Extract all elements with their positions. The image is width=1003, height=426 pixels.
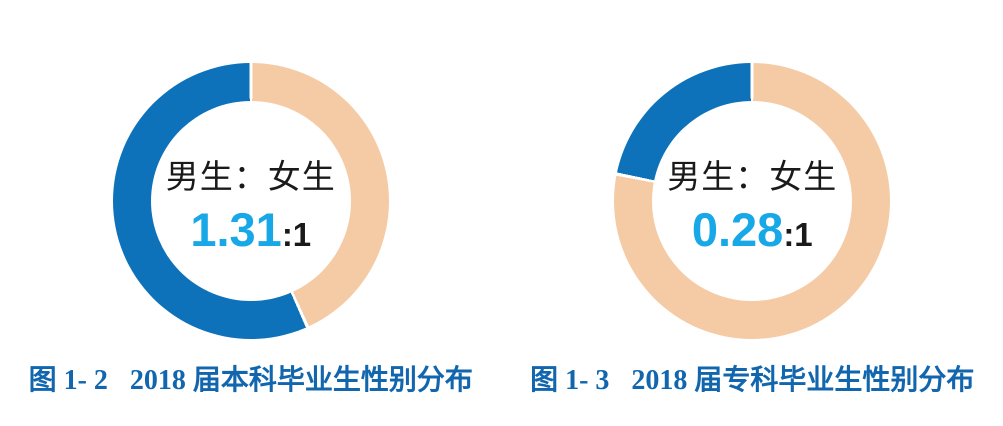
ratio-line: 1.31 :1 — [190, 206, 311, 253]
caption-title: 2018 届专科毕业生性别分布 — [631, 365, 975, 396]
ratio-suffix: :1 — [783, 215, 813, 253]
center-label-male-female: 男生：女生 — [165, 157, 336, 195]
caption-number: 图 1- 2 — [28, 365, 108, 396]
caption-number: 图 1- 3 — [530, 365, 610, 396]
figure-associate: 男生：女生 0.28 :1 图 1- 3 2018 届专科毕业生性别分布 — [502, 0, 1003, 426]
caption-title: 2018 届本科毕业生性别分布 — [129, 365, 473, 396]
figure-undergraduate: 男生：女生 1.31 :1 图 1- 2 2018 届本科毕业生性别分布 — [29, 63, 473, 397]
figure-caption-undergraduate: 图 1- 2 2018 届本科毕业生性别分布 — [29, 365, 473, 397]
ratio-line: 0.28 :1 — [692, 206, 813, 253]
donut-hole: 男生：女生 0.28 :1 — [652, 101, 853, 301]
ratio-value: 0.28 — [691, 202, 784, 256]
donut-hole: 男生：女生 1.31 :1 — [150, 101, 351, 301]
ratio-suffix: :1 — [281, 215, 312, 253]
center-label-male-female: 男生：女生 — [667, 157, 838, 195]
figure-caption-associate: 图 1- 3 2018 届专科毕业生性别分布 — [530, 365, 974, 397]
donut-chart-associate-gender: 男生：女生 0.28 :1 — [614, 63, 891, 339]
donut-chart-undergraduate-gender: 男生：女生 1.31 :1 — [112, 63, 389, 339]
ratio-value: 1.31 — [190, 202, 282, 256]
